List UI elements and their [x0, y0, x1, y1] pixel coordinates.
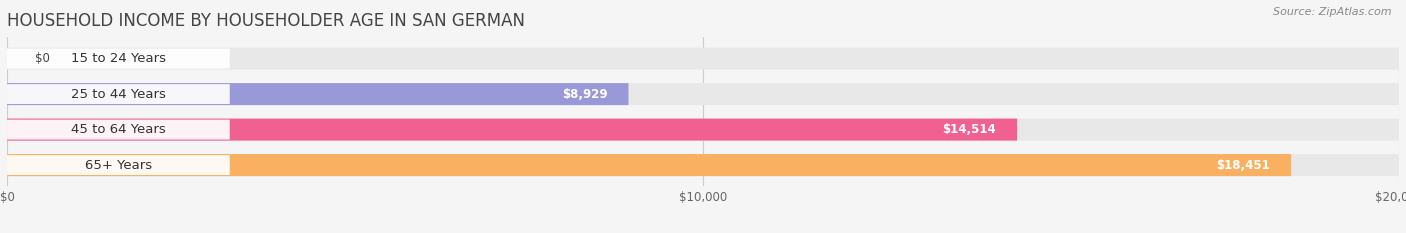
FancyBboxPatch shape [7, 48, 1399, 70]
Text: $0: $0 [35, 52, 49, 65]
Text: $8,929: $8,929 [562, 88, 607, 101]
Text: 65+ Years: 65+ Years [84, 159, 152, 171]
FancyBboxPatch shape [7, 155, 229, 175]
FancyBboxPatch shape [7, 49, 229, 69]
Text: 25 to 44 Years: 25 to 44 Years [70, 88, 166, 101]
Text: 15 to 24 Years: 15 to 24 Years [70, 52, 166, 65]
FancyBboxPatch shape [7, 120, 229, 140]
FancyBboxPatch shape [7, 83, 628, 105]
Text: $18,451: $18,451 [1216, 159, 1270, 171]
FancyBboxPatch shape [7, 119, 1399, 140]
Text: Source: ZipAtlas.com: Source: ZipAtlas.com [1274, 7, 1392, 17]
Text: $14,514: $14,514 [942, 123, 997, 136]
FancyBboxPatch shape [7, 154, 1399, 176]
Text: HOUSEHOLD INCOME BY HOUSEHOLDER AGE IN SAN GERMAN: HOUSEHOLD INCOME BY HOUSEHOLDER AGE IN S… [7, 12, 524, 30]
FancyBboxPatch shape [7, 119, 1017, 140]
Text: 45 to 64 Years: 45 to 64 Years [72, 123, 166, 136]
FancyBboxPatch shape [7, 154, 1291, 176]
FancyBboxPatch shape [7, 83, 1399, 105]
FancyBboxPatch shape [7, 84, 229, 104]
